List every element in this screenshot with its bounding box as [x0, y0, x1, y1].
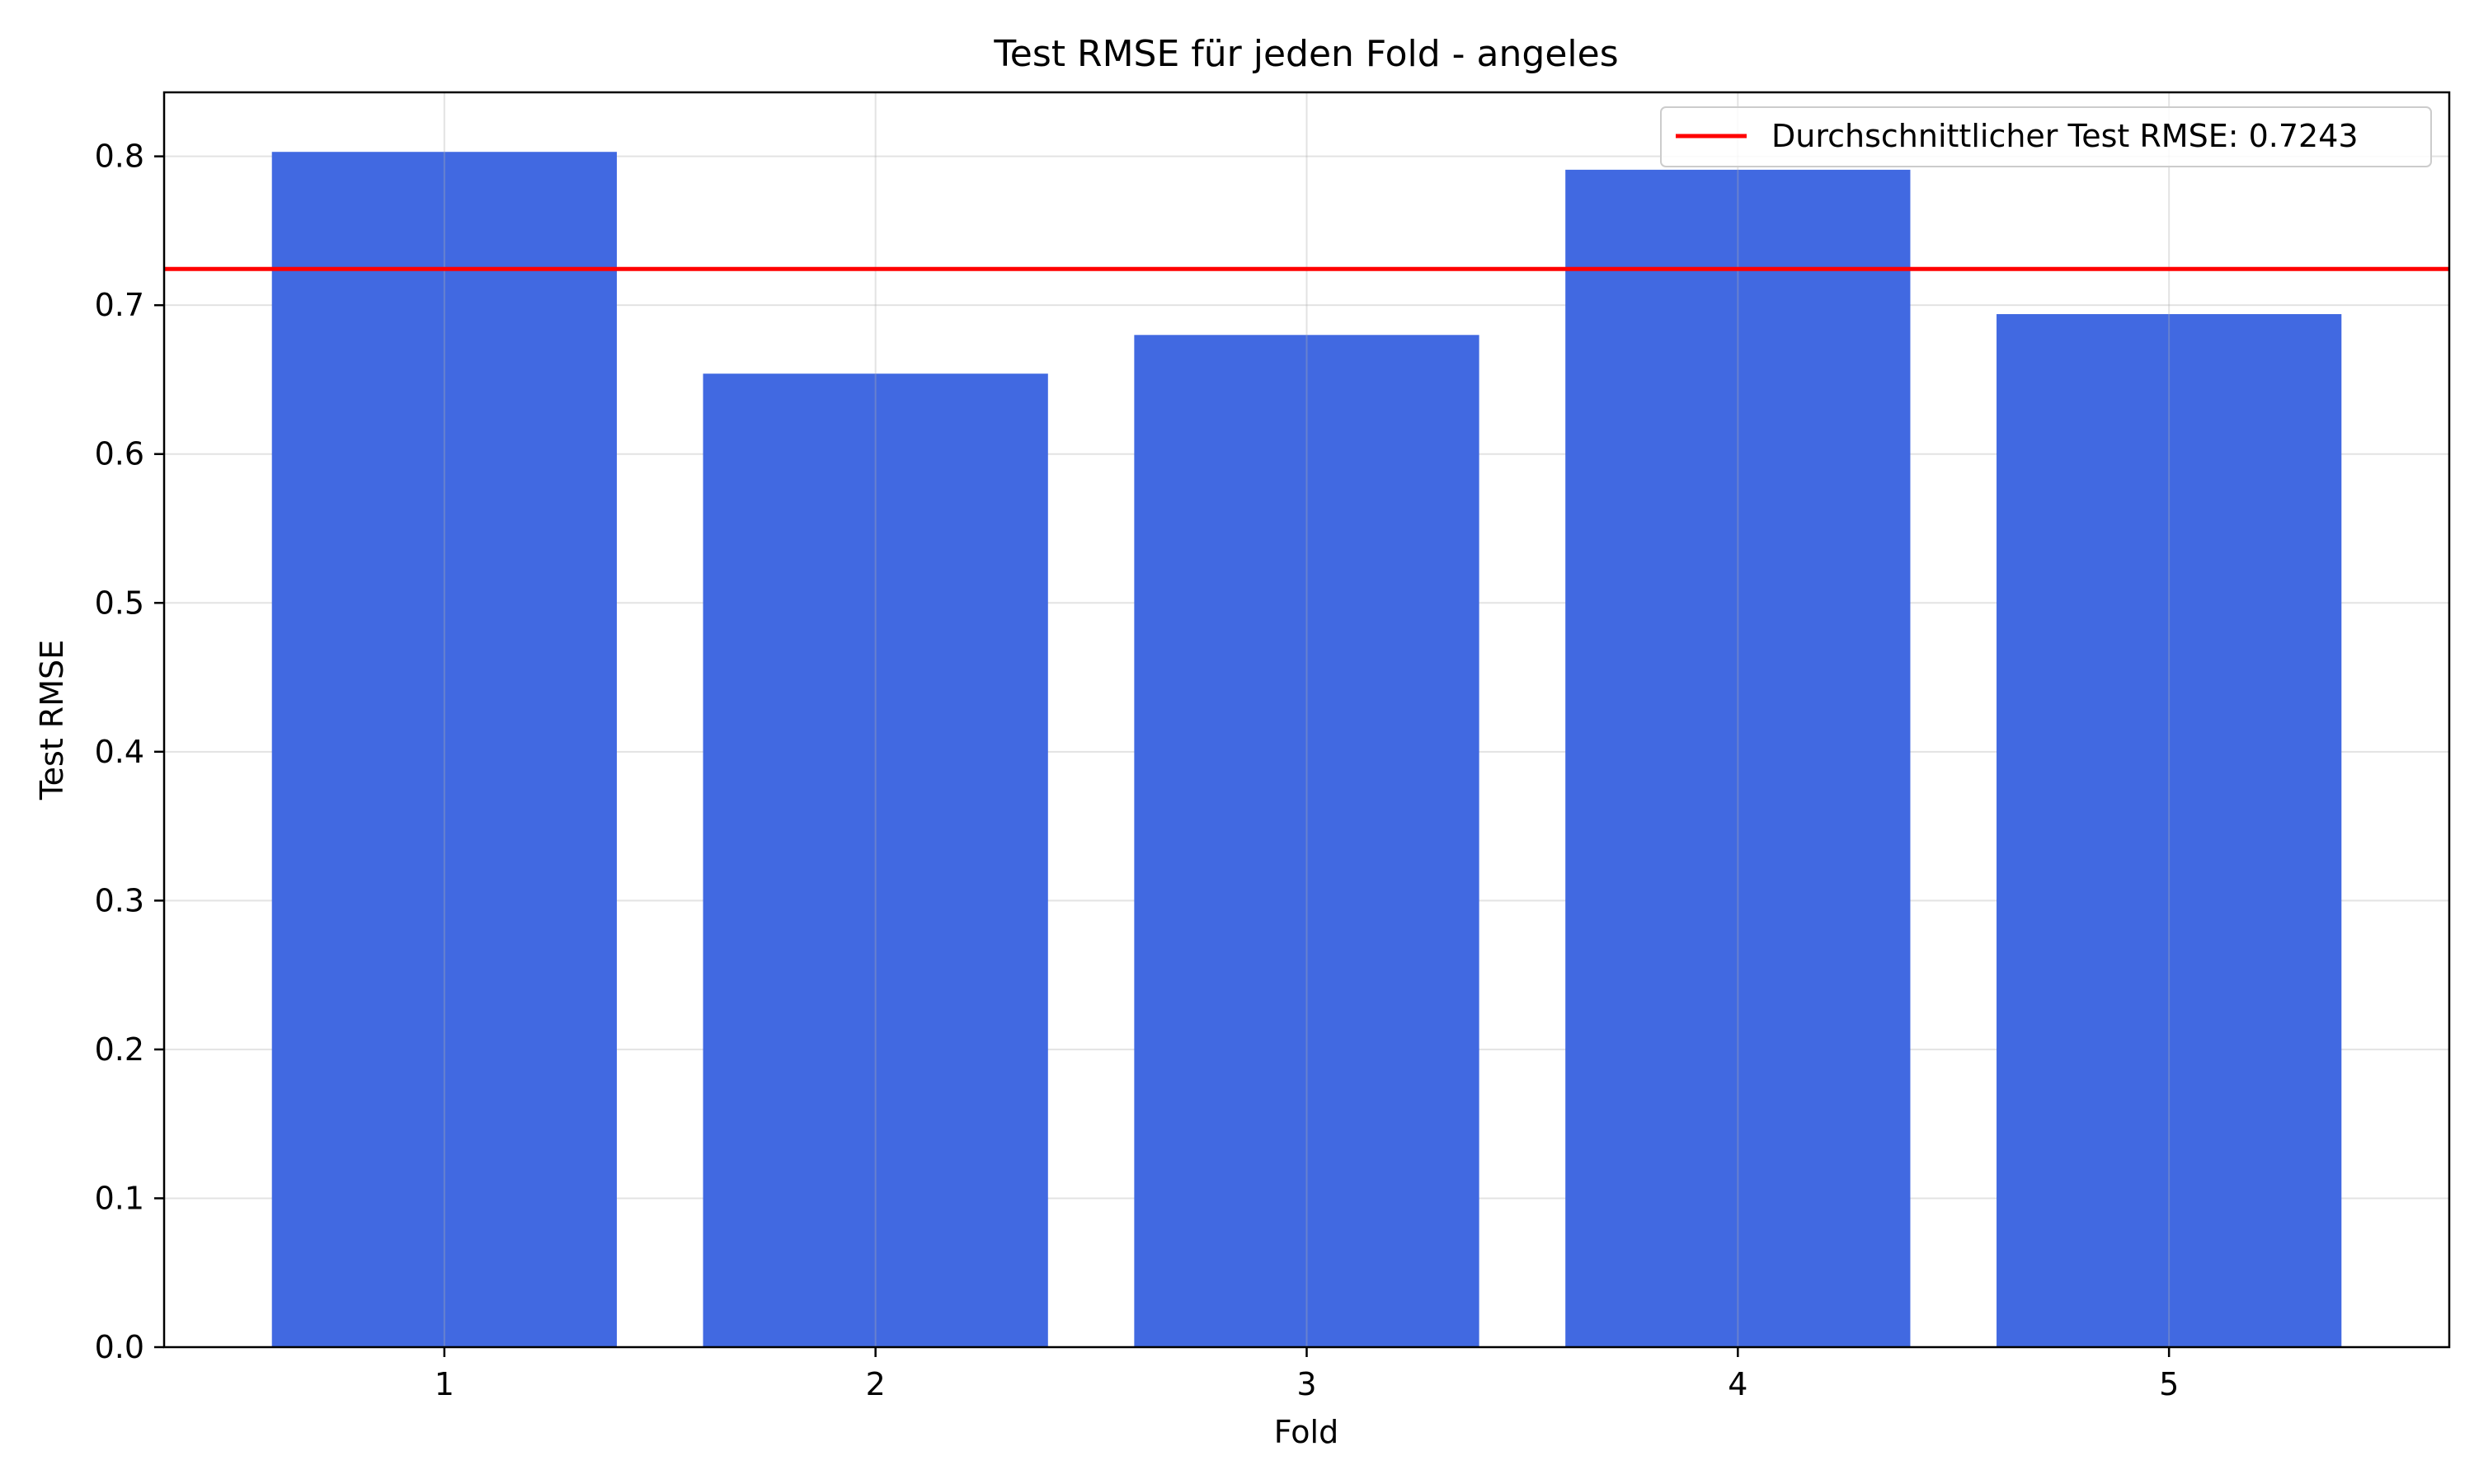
- y-ticks: 0.0 0.1 0.2 0.3 0.4 0.5 0.6 0.7 0.8: [95, 139, 164, 1365]
- x-tick-label: 4: [1728, 1366, 1747, 1402]
- x-ticks: 1 2 3 4 5: [435, 1347, 2179, 1402]
- x-tick-label: 5: [2159, 1366, 2179, 1402]
- bar-fold-3: [1134, 335, 1479, 1347]
- legend-label: Durchschnittlicher Test RMSE: 0.7243: [1771, 118, 2359, 154]
- y-tick-label: 0.2: [95, 1031, 144, 1068]
- bar-fold-5: [1997, 314, 2342, 1347]
- x-tick-label: 1: [435, 1366, 454, 1402]
- x-axis-label: Fold: [1274, 1414, 1338, 1450]
- y-tick-label: 0.7: [95, 287, 144, 323]
- bar-fold-1: [271, 152, 617, 1347]
- y-tick-label: 0.1: [95, 1180, 144, 1216]
- bars: [271, 152, 2342, 1347]
- chart-title: Test RMSE für jeden Fold - angeles: [993, 33, 1618, 75]
- vertical-grid: [443, 92, 2171, 1347]
- bar-fold-4: [1565, 169, 1911, 1347]
- y-tick-label: 0.8: [95, 139, 144, 175]
- x-tick-label: 2: [866, 1366, 886, 1402]
- y-tick-label: 0.5: [95, 585, 144, 621]
- legend: Durchschnittlicher Test RMSE: 0.7243: [1660, 106, 2432, 167]
- y-tick-label: 0.3: [95, 882, 144, 918]
- legend-box: [1660, 106, 2432, 167]
- y-tick-label: 0.4: [95, 734, 144, 770]
- y-tick-label: 0.6: [95, 436, 144, 472]
- x-tick-label: 3: [1296, 1366, 1316, 1402]
- bar-fold-2: [703, 373, 1048, 1347]
- y-tick-label: 0.0: [95, 1329, 144, 1365]
- y-axis-label: Test RMSE: [34, 640, 70, 801]
